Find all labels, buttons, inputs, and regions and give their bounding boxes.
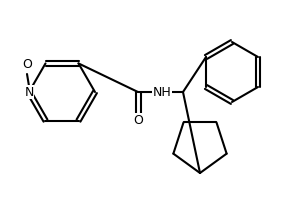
Text: N: N [24, 86, 34, 98]
Text: O: O [133, 114, 143, 127]
Text: NH: NH [153, 86, 171, 98]
Text: O: O [22, 58, 32, 72]
